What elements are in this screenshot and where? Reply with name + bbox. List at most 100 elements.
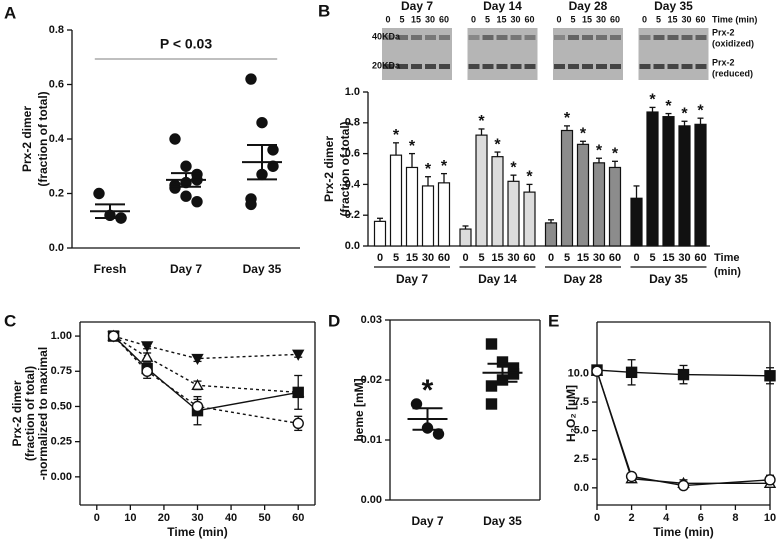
x-tick-label: 60 [609,252,621,264]
x-axis-label: Time (min) [167,525,227,539]
bar [389,154,403,247]
bar [475,134,488,247]
bar [560,129,574,247]
panel-letter: E [548,311,559,330]
x-tick-label: 60 [438,252,450,264]
x-tick-label: 6 [698,512,704,524]
blot-title: Day 14 [483,0,522,13]
lane-label: 15 [411,14,421,24]
y-tick-label: 0.6 [345,148,360,160]
bar [459,228,472,247]
significance-marker: * [425,161,432,178]
y-axis-label: Prx-2 dimer [10,380,24,446]
marker [292,417,304,430]
x-tick-label: Fresh [94,262,127,276]
x-tick-label: 4 [663,512,670,524]
series-line [596,370,770,484]
blot-band [667,64,679,69]
bar [421,185,435,247]
significance-marker: * [596,142,603,159]
panel-letter: D [328,311,340,330]
blot-label: (reduced) [712,68,753,78]
x-tick-label: 0 [633,252,639,264]
y-tick-label: 0.02 [361,374,382,386]
x-tick-label: 15 [406,252,418,264]
significance-marker: * [441,158,448,175]
lane-label: 15 [667,14,677,24]
blot-label: Prx-2 [712,57,735,67]
blot-band [639,64,651,69]
bar [507,180,520,247]
marker [169,133,181,145]
blot-band [425,64,436,69]
marker [764,474,776,486]
x-tick-label: 50 [259,512,271,524]
blot-band [425,35,436,40]
lane-label: 0 [642,14,647,24]
bar [491,156,504,247]
marker [169,182,181,194]
blot-band [496,64,508,69]
x-tick-label: Day 35 [243,262,282,276]
x-tick-label: 60 [292,512,304,524]
bar [646,111,659,247]
significance-marker: * [564,110,571,127]
significance-marker: * [580,125,587,142]
marker [292,386,304,399]
series-line [113,335,299,394]
blot-band [596,64,607,69]
blot-band [596,35,607,40]
lane-label: 5 [485,14,490,24]
x-tick-label: 15 [577,252,589,264]
blot-band [554,64,565,69]
marker [591,365,603,377]
series-line [113,335,299,425]
x-tick-label: 30 [593,252,605,264]
blot-band [681,64,693,69]
y-tick-label: 0.25 [51,436,72,448]
blot-band [439,35,450,40]
group-label: Day 35 [649,272,688,286]
x-tick-label: 5 [393,252,399,264]
blot-band [582,64,593,69]
y-tick-label: 0.4 [49,133,65,145]
y-tick-label: 1.0 [345,86,360,98]
bar [662,116,675,247]
blot-label: 40KDa [372,31,401,41]
blot-label: (oxidized) [712,38,754,48]
x-tick-label: 0 [594,512,600,524]
marker [625,470,638,483]
significance-marker: * [681,105,688,122]
group-label: Day 28 [564,272,603,286]
lane-label: 60 [610,14,620,24]
blot-label: Prx-2 [712,27,735,37]
y-axis-label: H₂O₂ [µM] [564,385,578,442]
marker [625,366,638,379]
blot-band [411,64,422,69]
panel-letter: A [4,3,16,22]
series-line [596,370,771,487]
lane-label: 60 [439,14,449,24]
blot-band [510,64,522,69]
annotation: * [422,374,434,407]
bar [523,191,536,247]
marker [107,330,120,342]
blot-band [510,35,522,40]
panel-letter: C [4,311,16,330]
series-line [113,335,299,412]
x-tick-label: 15 [491,252,503,264]
series-line [113,335,299,360]
significance-marker: * [510,159,517,176]
blot-title: Day 35 [654,0,693,13]
y-tick-label: 0.75 [51,365,72,377]
marker [485,338,498,350]
blot-band [568,64,579,69]
y-axis-label: (fraction of total) [338,121,352,216]
x-tick-label: 30 [507,252,519,264]
x-tick-label: 40 [225,512,237,524]
blot-band [524,35,536,40]
blot-band [653,35,665,40]
bar [694,123,707,247]
x-tick-label: 30 [191,512,203,524]
